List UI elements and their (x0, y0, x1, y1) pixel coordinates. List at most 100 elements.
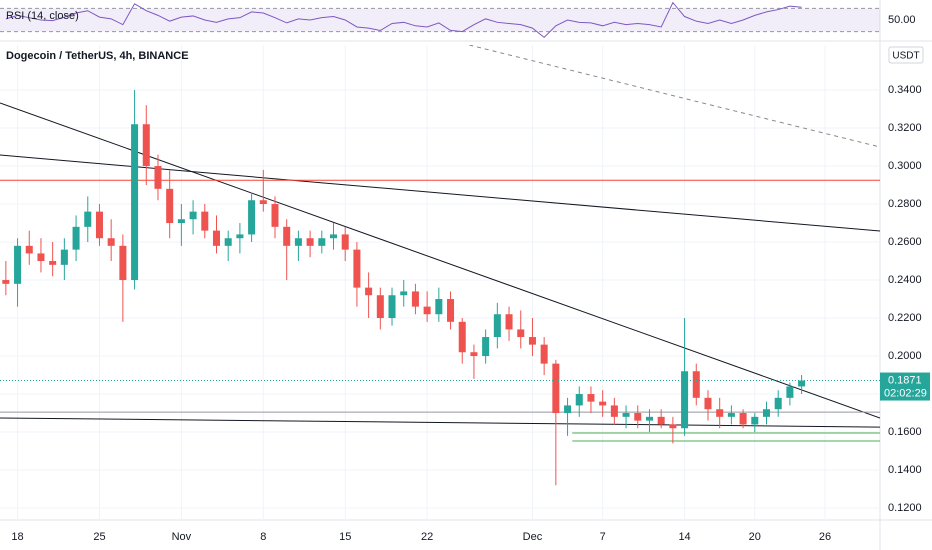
y-tick-label: 0.1200 (888, 502, 922, 514)
x-tick-label: 18 (11, 531, 23, 543)
y-tick-label: 0.2400 (888, 274, 922, 286)
candle-body (458, 321, 466, 353)
candle-body (166, 188, 174, 224)
candle-body (294, 238, 302, 246)
x-tick-label: Dec (523, 531, 543, 543)
candle-body (2, 280, 10, 284)
candle-body (482, 337, 490, 357)
candle-body (189, 211, 197, 220)
candle-body (634, 413, 642, 421)
candle-body (14, 245, 22, 284)
candle-body (306, 238, 314, 246)
candle-body (599, 401, 607, 406)
candle-body (470, 352, 478, 357)
candle-body (72, 226, 80, 250)
trend-line (0, 417, 880, 428)
candle-body (388, 295, 396, 319)
y-tick-label: 0.1600 (888, 426, 922, 438)
candle-body (774, 397, 782, 410)
currency[interactable]: USDT (892, 51, 919, 62)
candle-body (751, 416, 759, 425)
candle-body (224, 238, 232, 246)
candle-body (692, 371, 700, 398)
candle-body (330, 234, 338, 239)
candle-body (727, 413, 735, 417)
candle-body (341, 234, 349, 250)
last-price-box (880, 372, 930, 401)
candle-body (271, 204, 279, 227)
x-tick-label: 25 (93, 531, 105, 543)
candle-body (798, 380, 806, 387)
rsi-band (0, 8, 880, 32)
candle-body (25, 245, 33, 254)
x-tick-label: 7 (600, 531, 606, 543)
candle-body (376, 295, 384, 319)
x-tick-label: 14 (678, 531, 690, 543)
candle-body (704, 397, 712, 410)
x-tick-label: Nov (172, 531, 192, 543)
candle-body (657, 416, 665, 425)
candle-body (622, 413, 630, 417)
candle-body (283, 226, 291, 246)
candle-body (84, 211, 92, 227)
candle-body (493, 314, 501, 338)
candle-body (318, 238, 326, 246)
candle-body (37, 253, 45, 262)
candle-body (201, 211, 209, 231)
y-tick-label: 0.2200 (888, 312, 922, 324)
x-tick-label: 8 (260, 531, 266, 543)
x-tick-label: 26 (819, 531, 831, 543)
candle-body (517, 329, 525, 338)
candle-body (107, 238, 115, 246)
candle-body (552, 363, 560, 414)
candle-body (575, 394, 583, 406)
rsi-line (5, 1, 802, 39)
candle-body (353, 249, 361, 288)
candle-body (669, 424, 677, 429)
candle-body (681, 371, 689, 429)
candle-body (411, 291, 419, 307)
x-tick-label: 22 (421, 531, 433, 543)
candle-body (60, 249, 68, 265)
candle-body (505, 314, 513, 330)
candle-body (435, 299, 443, 315)
candle-body (177, 219, 185, 224)
candle-body (131, 124, 139, 281)
y-tick-label: 0.3200 (888, 122, 922, 134)
candle-body (528, 337, 536, 345)
last-price-label: 0.1871 (888, 374, 922, 386)
candle-body (739, 413, 747, 425)
chart-title: Dogecoin / TetherUS, 4h, BINANCE (6, 50, 189, 62)
candle-body (564, 405, 572, 414)
candle-body (95, 211, 103, 239)
candle-body (645, 416, 653, 421)
candle-body (259, 200, 267, 205)
y-tick-label: 0.1400 (888, 464, 922, 476)
rsi-legend: RSI (14, close) (6, 10, 79, 22)
candle-body (423, 306, 431, 315)
axes: 0.12000.14000.16000.18000.20000.22000.24… (11, 14, 930, 543)
candle-body (786, 386, 794, 398)
candle-body (587, 394, 595, 402)
candle-body (236, 234, 244, 239)
candle-body (154, 166, 162, 189)
trend-line (469, 45, 880, 148)
candle-body (142, 124, 150, 167)
candle-body (49, 261, 57, 265)
x-tick-label: 15 (339, 531, 351, 543)
rsi-tick-label: 50.00 (888, 14, 916, 26)
candle-body (762, 409, 770, 417)
candle-body (447, 299, 455, 322)
y-tick-label: 0.2800 (888, 198, 922, 210)
candle-body (610, 405, 618, 417)
countdown: 02:02:29 (884, 387, 927, 399)
candle-body (212, 230, 220, 246)
x-tick-label: 20 (749, 531, 761, 543)
y-tick-label: 0.2600 (888, 236, 922, 248)
candle-body (119, 245, 127, 281)
y-tick-label: 0.2000 (888, 350, 922, 362)
currency-box[interactable] (888, 46, 924, 64)
y-tick-label: 0.3400 (888, 84, 922, 96)
